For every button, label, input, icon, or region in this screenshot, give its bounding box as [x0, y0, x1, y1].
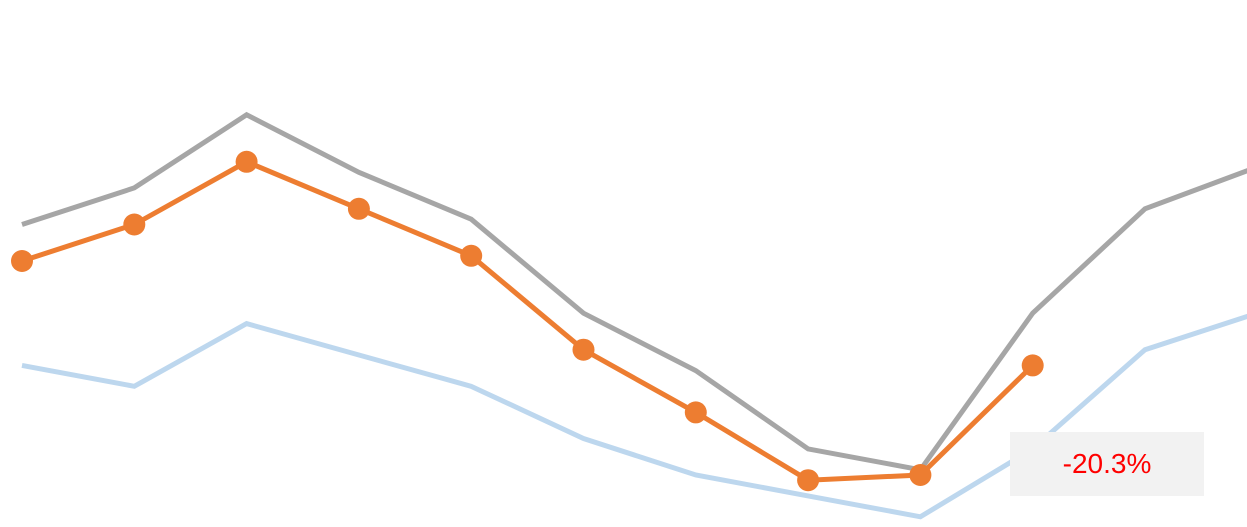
series-3-point-6	[572, 338, 595, 361]
series-layer	[11, 111, 1247, 520]
series-3-point-4	[347, 197, 370, 220]
series-3-point-9	[909, 464, 932, 486]
series-3-point-1	[11, 250, 33, 272]
series-3-point-2	[123, 213, 146, 236]
series-3-point-7	[684, 401, 707, 424]
series-line-3	[21, 159, 1035, 483]
series-3-point-5	[460, 244, 483, 267]
series-line-1	[21, 111, 1247, 473]
change-annotation-text: -20.3%	[1062, 448, 1152, 479]
series-3-point-8	[797, 469, 820, 492]
series-3-point-3	[235, 150, 258, 173]
change-annotation: -20.3%	[1010, 432, 1204, 496]
series-3-point-10	[1021, 354, 1044, 377]
